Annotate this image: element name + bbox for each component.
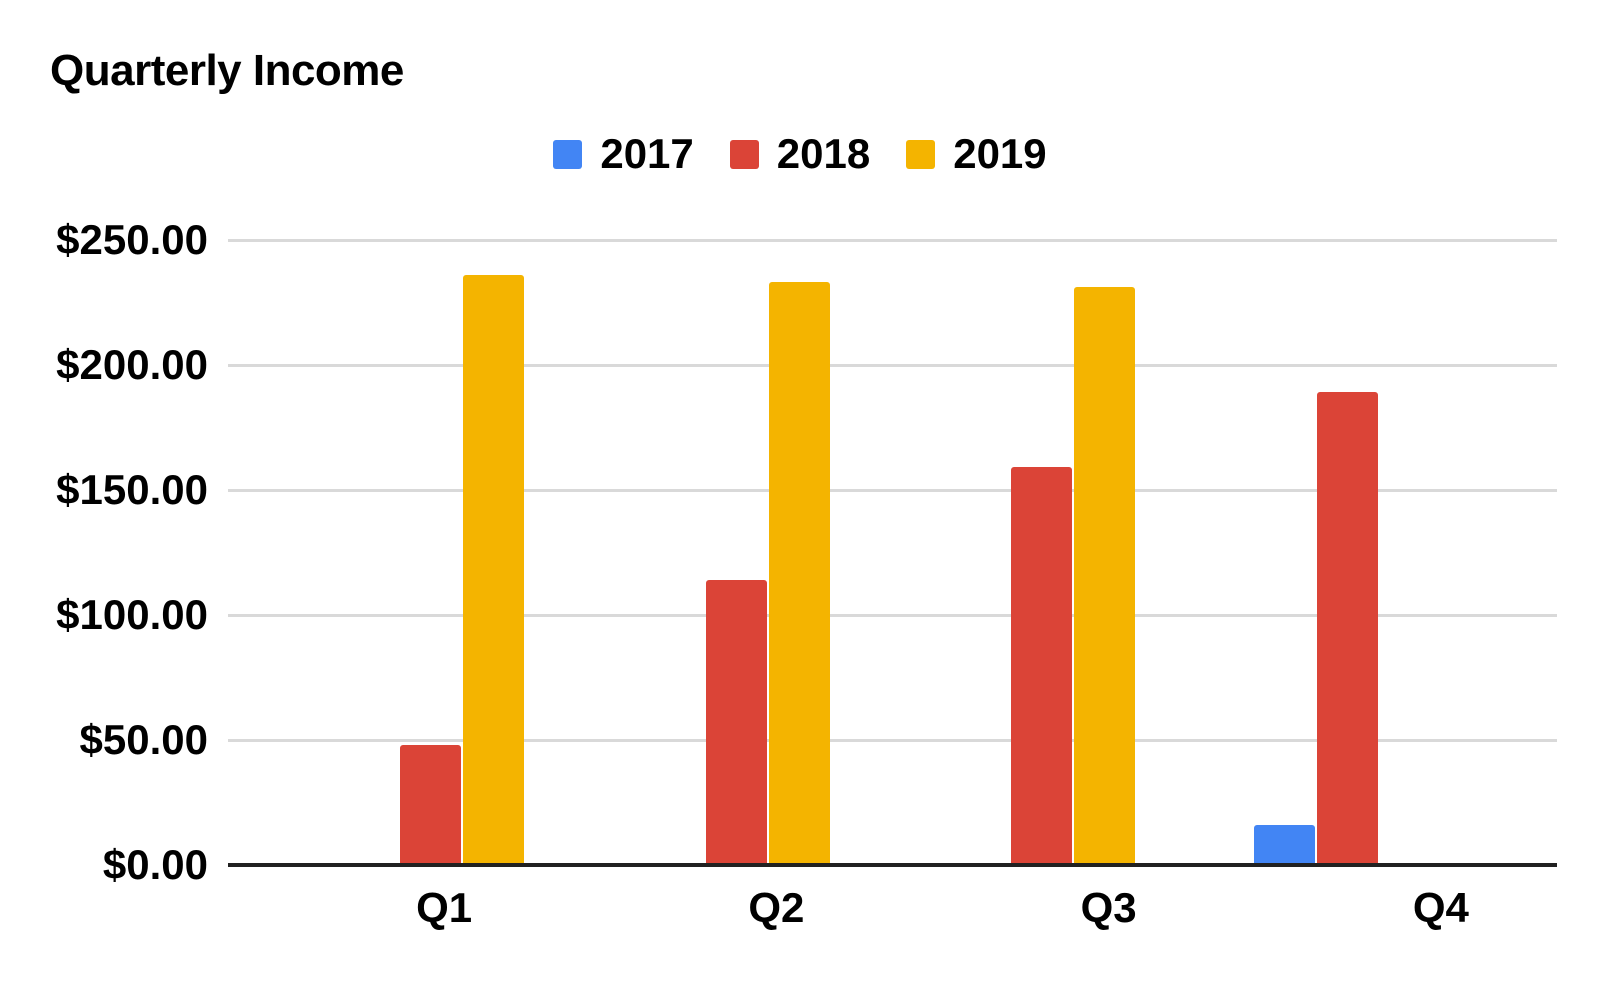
category-slot-q2 [584, 240, 890, 865]
x-axis-label-q3: Q3 [1080, 884, 1137, 931]
bar-2018-q2 [705, 580, 767, 865]
x-axis-label-q1: Q1 [416, 884, 473, 931]
legend-swatch-2017 [553, 139, 583, 169]
bar-group-q4 [1253, 240, 1441, 865]
gridline [228, 489, 1557, 492]
bar-2017-q4 [1253, 825, 1315, 865]
y-axis-tick-label: $0.00 [102, 841, 208, 888]
y-axis-tick-label: $250.00 [56, 216, 208, 263]
y-axis-tick-label: $50.00 [79, 716, 208, 763]
bar-2018-q3 [1011, 467, 1073, 865]
bar-group-q1 [337, 240, 525, 865]
gridline [228, 614, 1557, 617]
legend-label: 2019 [953, 130, 1047, 177]
x-axis-line [228, 863, 1557, 867]
gridline [228, 739, 1557, 742]
y-axis-tick-label: $100.00 [56, 591, 208, 638]
legend: 2017 2018 2019 [0, 132, 1600, 176]
bar-2019-q1 [463, 275, 525, 865]
bar-group-q2 [643, 240, 830, 865]
gridline [228, 239, 1557, 242]
x-axis-labels: Q1 Q2 Q3 Q4 [228, 882, 1600, 934]
bar-2019-q3 [1074, 287, 1136, 865]
bar-2019-q2 [768, 282, 830, 865]
legend-item-2018: 2018 [729, 130, 871, 177]
category-slot-q1 [278, 240, 584, 865]
y-axis-tick-label: $150.00 [56, 466, 208, 513]
legend-label: 2017 [600, 130, 694, 177]
legend-item-2017: 2017 [553, 130, 694, 177]
bar-2018-q4 [1316, 392, 1378, 865]
bar-groups [228, 240, 1557, 865]
x-axis-label-q4: Q4 [1412, 884, 1469, 931]
y-axis-tick-label: $200.00 [56, 341, 208, 388]
plot-area [228, 239, 1557, 867]
category-slot-q4 [1195, 240, 1501, 865]
chart-title: Quarterly Income [50, 46, 404, 95]
legend-item-2019: 2019 [906, 130, 1047, 177]
x-axis-label-q2: Q2 [748, 884, 805, 931]
bar-group-q3 [948, 240, 1136, 865]
category-slot-q3 [889, 240, 1195, 865]
gridline [228, 364, 1557, 367]
legend-swatch-2018 [729, 139, 759, 169]
legend-label: 2018 [776, 130, 871, 177]
legend-swatch-2019 [906, 139, 936, 169]
bar-2018-q1 [400, 745, 462, 865]
